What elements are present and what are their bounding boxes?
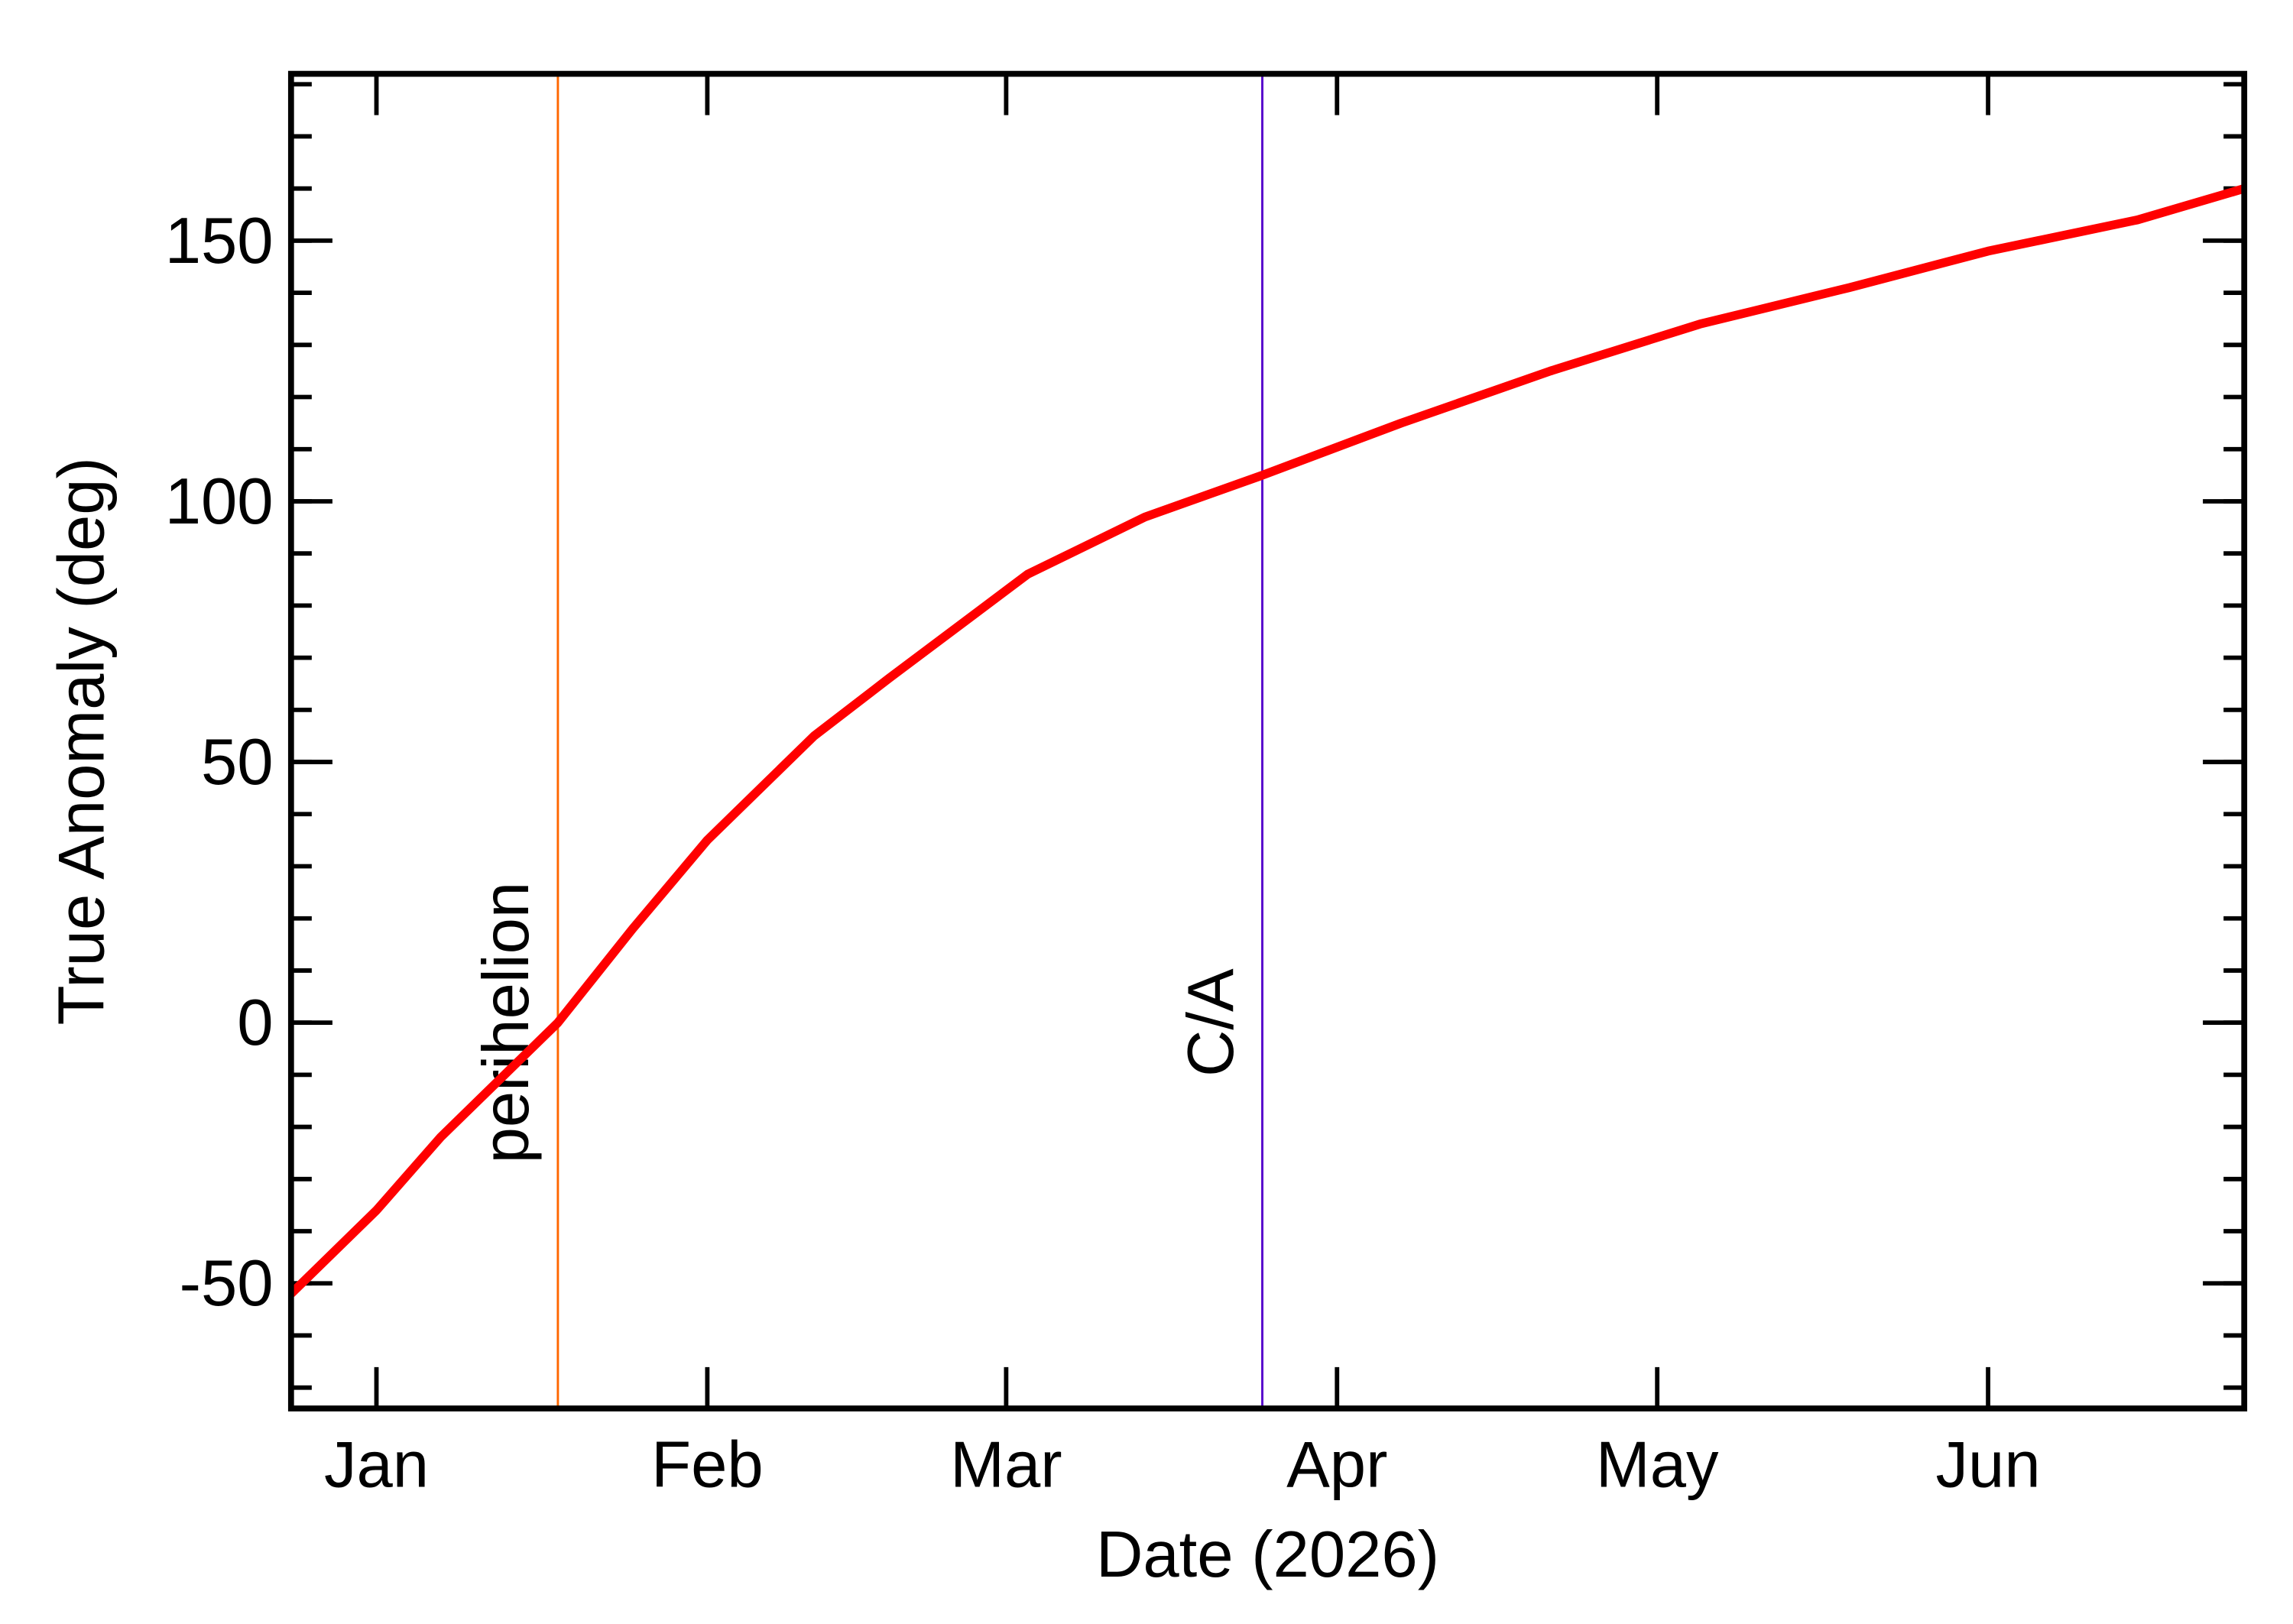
x-tick-label: Feb bbox=[651, 1428, 764, 1501]
y-tick-label: 0 bbox=[237, 987, 273, 1059]
plot-frame bbox=[287, 70, 2248, 1412]
data-line bbox=[290, 184, 2245, 1297]
x-axis-label: Date (2026) bbox=[1096, 1519, 1439, 1591]
x-tick-label: Apr bbox=[1286, 1428, 1387, 1501]
annotation-label: perihelion bbox=[470, 882, 543, 1164]
annotation-label: C/A bbox=[1175, 968, 1247, 1077]
x-tick-label: May bbox=[1596, 1428, 1719, 1501]
y-tick-label: 50 bbox=[201, 726, 274, 799]
x-tick-label: Jun bbox=[1936, 1428, 2041, 1501]
y-axis-label: True Anomaly (deg) bbox=[45, 457, 118, 1025]
x-tick-label: Jan bbox=[324, 1428, 429, 1501]
y-tick-label: -50 bbox=[180, 1247, 274, 1320]
y-tick-label: 100 bbox=[165, 465, 274, 538]
y-tick-label: 150 bbox=[165, 205, 274, 277]
x-tick-label: Mar bbox=[950, 1428, 1062, 1501]
